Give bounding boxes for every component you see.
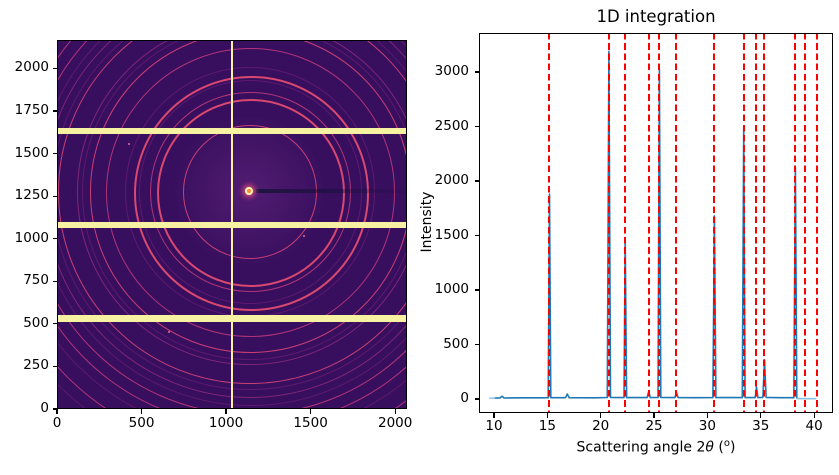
x-tick-mark bbox=[140, 409, 143, 414]
y-tick-mark bbox=[52, 280, 57, 282]
peak-position-line bbox=[803, 33, 806, 413]
x-tick-label: 40 bbox=[805, 418, 823, 434]
x-axis-label-paren: ( bbox=[713, 439, 724, 456]
y-tick-mark bbox=[52, 238, 57, 240]
x-tick-mark bbox=[706, 413, 708, 418]
y-tick-label: 3000 bbox=[434, 63, 469, 79]
x-tick-mark bbox=[600, 413, 602, 418]
peak-position-line bbox=[548, 33, 551, 413]
y-tick-mark bbox=[52, 110, 57, 112]
beam-center bbox=[245, 187, 254, 196]
x-tick-mark bbox=[813, 413, 815, 418]
y-tick-mark bbox=[52, 195, 57, 197]
y-tick-label: 0 bbox=[40, 400, 49, 416]
y-tick-label: 500 bbox=[23, 314, 49, 331]
x-tick-mark bbox=[493, 413, 495, 418]
hot-pixel bbox=[128, 143, 130, 146]
y-tick-mark bbox=[52, 152, 57, 155]
x-tick-label: 1500 bbox=[293, 415, 328, 431]
curve-integrated-intensity bbox=[493, 50, 798, 399]
module-gap-column bbox=[231, 40, 234, 409]
peak-position-line bbox=[755, 33, 758, 413]
degree-symbol: o bbox=[723, 438, 730, 449]
x-tick-mark bbox=[653, 413, 655, 418]
hot-pixel bbox=[302, 234, 305, 237]
peak-position-line bbox=[624, 33, 627, 413]
x-tick-label: 25 bbox=[645, 418, 663, 434]
peak-position-line bbox=[648, 33, 651, 413]
peak-position-line bbox=[763, 33, 766, 413]
detector-panel bbox=[57, 40, 407, 409]
peak-position-line bbox=[675, 33, 678, 413]
x-axis-label: Scattering angle 2θ (o) bbox=[577, 438, 736, 456]
theta-symbol: θ bbox=[705, 439, 714, 456]
y-tick-label: 2000 bbox=[14, 59, 49, 76]
y-tick-label: 1500 bbox=[14, 144, 49, 161]
x-tick-mark bbox=[394, 409, 396, 414]
plot-title: 1D integration bbox=[596, 7, 716, 26]
beamstop-shadow bbox=[256, 189, 407, 193]
y-tick-label: 0 bbox=[460, 390, 469, 406]
y-tick-mark bbox=[474, 125, 479, 128]
y-tick-label: 1250 bbox=[14, 187, 49, 204]
y-tick-mark bbox=[474, 343, 479, 346]
y-tick-label: 250 bbox=[23, 357, 49, 374]
y-tick-label: 1000 bbox=[434, 281, 469, 297]
peak-position-line bbox=[607, 33, 610, 413]
peak-position-line bbox=[742, 33, 745, 413]
y-tick-label: 750 bbox=[23, 272, 49, 289]
x-tick-label: 30 bbox=[698, 418, 716, 434]
y-tick-mark bbox=[474, 71, 479, 73]
x-axis-label-text: Scattering angle 2 bbox=[576, 439, 706, 456]
x-tick-label: 2000 bbox=[377, 415, 413, 431]
peak-position-line bbox=[658, 33, 661, 413]
x-tick-label: 0 bbox=[52, 415, 62, 431]
peak-position-line bbox=[815, 33, 818, 413]
integration-panel bbox=[479, 33, 833, 413]
y-tick-mark bbox=[474, 234, 479, 237]
x-axis-label-close: ) bbox=[729, 439, 736, 456]
y-tick-label: 1500 bbox=[434, 226, 469, 243]
y-tick-label: 2500 bbox=[434, 117, 469, 134]
y-tick-label: 1000 bbox=[14, 229, 49, 246]
x-tick-mark bbox=[310, 409, 312, 414]
peak-position-line bbox=[794, 33, 797, 413]
y-tick-label: 2000 bbox=[434, 172, 469, 188]
y-tick-mark bbox=[52, 408, 57, 410]
y-tick-mark bbox=[52, 323, 57, 325]
x-tick-label: 1000 bbox=[208, 415, 244, 431]
x-tick-label: 15 bbox=[538, 418, 556, 434]
x-tick-label: 20 bbox=[592, 418, 610, 434]
x-tick-mark bbox=[546, 413, 548, 418]
y-tick-label: 500 bbox=[443, 335, 469, 352]
x-tick-mark bbox=[56, 409, 58, 414]
y-tick-mark bbox=[474, 289, 479, 291]
x-tick-mark bbox=[760, 413, 762, 418]
peak-position-line bbox=[713, 33, 716, 413]
y-tick-mark bbox=[474, 180, 479, 182]
y-tick-mark bbox=[52, 67, 57, 70]
hot-pixel bbox=[167, 330, 170, 333]
x-tick-label: 10 bbox=[485, 418, 503, 434]
x-tick-label: 500 bbox=[128, 415, 155, 431]
y-tick-label: 1750 bbox=[14, 102, 49, 118]
intensity-curve bbox=[489, 50, 817, 400]
x-tick-mark bbox=[225, 409, 227, 414]
y-axis-label: Intensity bbox=[419, 191, 435, 253]
y-tick-mark bbox=[474, 398, 479, 400]
y-tick-mark bbox=[52, 365, 57, 368]
x-tick-label: 35 bbox=[752, 418, 770, 434]
